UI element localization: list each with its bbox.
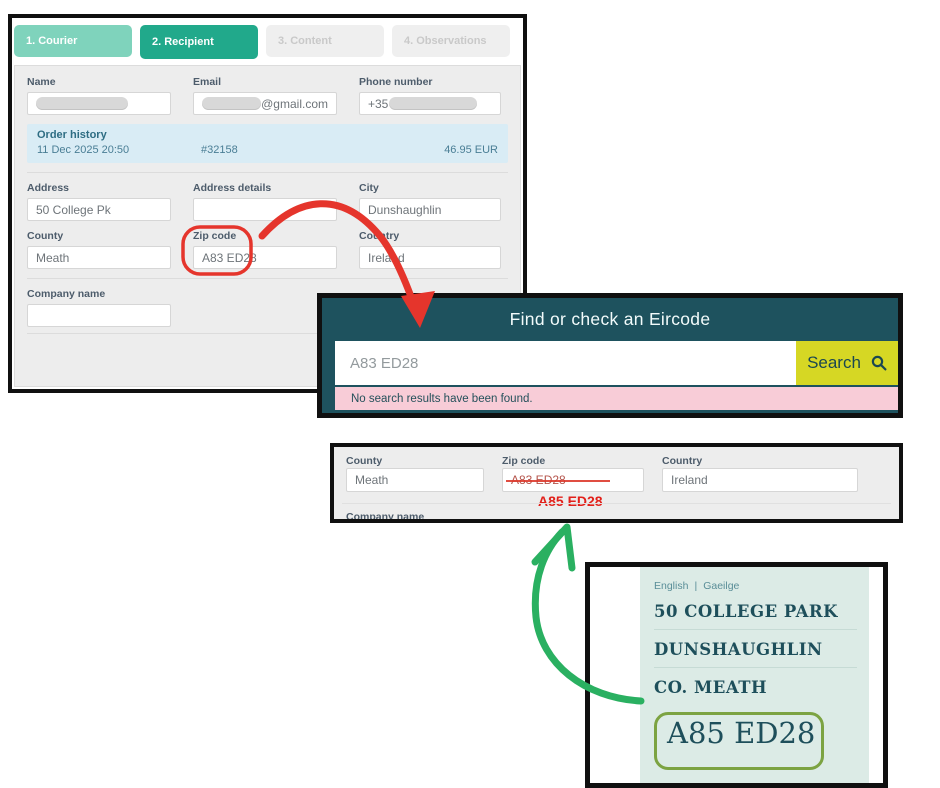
zip-label: Zip code: [502, 455, 546, 467]
tab-content[interactable]: 3. Content: [266, 25, 384, 57]
redacted-phone: [389, 97, 478, 110]
language-link-gaeilge[interactable]: Gaeilge: [703, 580, 740, 592]
zip-label: Zip code: [193, 230, 237, 242]
company-input[interactable]: [27, 304, 171, 327]
section-divider: [27, 333, 508, 334]
email-suffix: @gmail.com: [261, 96, 328, 111]
eircode-result-panel: English | Gaeilge 50 COLLEGE PARK DUNSHAUG…: [585, 562, 888, 788]
redacted-email: [202, 97, 262, 110]
county-label: County: [27, 230, 64, 242]
section-divider: [342, 503, 891, 504]
found-eircode-value: A85 ED28: [654, 712, 824, 770]
eircode-search-button[interactable]: Search: [796, 341, 898, 385]
tab-observations[interactable]: 4. Observations: [392, 25, 510, 57]
address-line-town: DUNSHAUGHLIN: [654, 640, 857, 668]
county-input[interactable]: Meath: [27, 246, 171, 269]
tab-recipient[interactable]: 2. Recipient: [140, 25, 258, 59]
search-icon: [871, 355, 887, 371]
strikethrough-line: [506, 480, 610, 482]
corrected-eircode-text: A85 ED28: [538, 493, 603, 509]
country-input[interactable]: Ireland: [662, 468, 858, 492]
company-label: Company name: [27, 288, 106, 300]
phone-prefix: +35: [368, 96, 389, 111]
no-results-message: No search results have been found.: [335, 387, 898, 410]
country-input[interactable]: Ireland: [359, 246, 501, 269]
green-arrow-head: [531, 523, 576, 572]
name-label: Name: [27, 76, 56, 88]
order-history-title: Order history: [37, 129, 107, 141]
redacted-name: [36, 97, 128, 110]
eircode-finder-panel: Find or check an Eircode A83 ED28 Search…: [317, 293, 903, 418]
zip-input[interactable]: A83 ED28: [502, 468, 644, 492]
country-label: Country: [662, 455, 703, 467]
order-number: #32158: [201, 144, 238, 156]
form-steps-tabs: 1. Courier 2. Recipient 3. Content 4. Ob…: [12, 18, 523, 59]
order-history: Order history 11 Dec 2025 20:50 #32158 4…: [27, 124, 508, 163]
address-details-label: Address details: [193, 182, 272, 194]
city-input[interactable]: Dunshaughlin: [359, 198, 501, 221]
address-line-county: CO. MEATH: [654, 678, 768, 697]
section-divider: [27, 278, 508, 279]
section-divider: [27, 172, 508, 173]
language-link-english[interactable]: English: [654, 580, 689, 592]
phone-label: Phone number: [359, 76, 433, 88]
email-input[interactable]: @gmail.com: [193, 92, 337, 115]
zoomed-address-row-panel: County Meath Zip code A83 ED28 A85 ED28 …: [330, 443, 903, 523]
address-details-input[interactable]: [193, 198, 337, 221]
name-input[interactable]: [27, 92, 171, 115]
eircode-search-input[interactable]: A83 ED28: [335, 341, 796, 385]
address-label: Address: [27, 182, 70, 194]
country-label: Country: [359, 230, 400, 242]
order-date: 11 Dec 2025 20:50: [37, 144, 130, 156]
email-label: Email: [193, 76, 222, 88]
language-switcher: English | Gaeilge: [654, 580, 857, 592]
city-label: City: [359, 182, 379, 194]
order-amount: 46.95 EUR: [444, 144, 498, 156]
address-input[interactable]: 50 College Pk: [27, 198, 171, 221]
company-label-clipped: Company name: [346, 511, 425, 523]
county-input[interactable]: Meath: [346, 468, 484, 492]
language-separator: |: [694, 580, 698, 592]
search-button-label: Search: [807, 353, 861, 372]
phone-input[interactable]: +35: [359, 92, 501, 115]
zip-input[interactable]: A83 ED28: [193, 246, 337, 269]
address-line-street: 50 COLLEGE PARK: [654, 602, 857, 630]
tab-courier[interactable]: 1. Courier: [14, 25, 132, 57]
eircode-finder-title: Find or check an Eircode: [509, 309, 711, 329]
county-label: County: [346, 455, 383, 467]
order-history-row: 11 Dec 2025 20:50 #32158 46.95 EUR: [37, 144, 498, 156]
eircode-result-content: English | Gaeilge 50 COLLEGE PARK DUNSHAUG…: [640, 567, 869, 783]
